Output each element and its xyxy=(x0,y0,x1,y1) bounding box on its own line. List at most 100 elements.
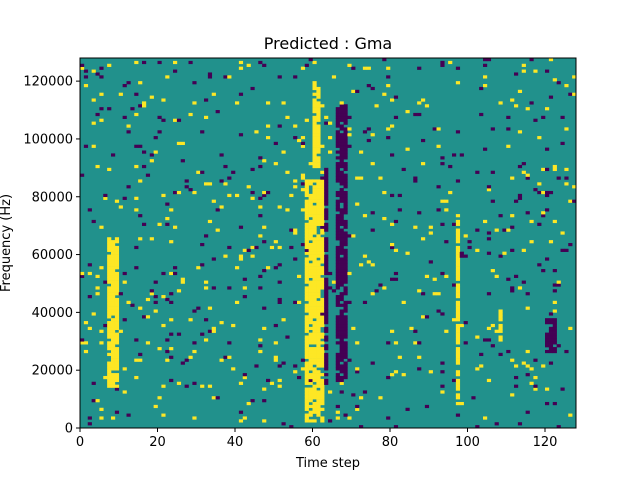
x-tick-label: 20 xyxy=(149,435,166,450)
heatmap-cell xyxy=(517,89,523,93)
heatmap-cell xyxy=(227,193,232,198)
heatmap-cell xyxy=(111,289,116,293)
heatmap-cell xyxy=(339,274,344,278)
heatmap-cell xyxy=(312,321,317,325)
heatmap-cell xyxy=(572,185,577,189)
heatmap-cell xyxy=(339,240,344,244)
heatmap-cell xyxy=(277,75,282,79)
heatmap-cell xyxy=(343,150,348,154)
heatmap-cell xyxy=(273,358,278,362)
heatmap-cell xyxy=(440,162,445,166)
heatmap-cell xyxy=(359,263,364,267)
heatmap-cell xyxy=(455,179,461,183)
heatmap-cell xyxy=(537,222,542,226)
heatmap-cell xyxy=(335,162,340,166)
heatmap-cell xyxy=(312,378,317,383)
heatmap-cell xyxy=(312,361,317,365)
heatmap-cell xyxy=(107,312,112,316)
heatmap-cell xyxy=(335,228,340,232)
heatmap-cell xyxy=(541,211,546,215)
heatmap-cell xyxy=(180,159,185,163)
heatmap-cell xyxy=(343,173,348,177)
heatmap-cell xyxy=(455,240,461,244)
y-tick-label: 100000 xyxy=(23,132,73,147)
heatmap-cell xyxy=(339,280,344,284)
heatmap-cell xyxy=(304,266,309,270)
heatmap-cell xyxy=(324,176,329,180)
heatmap-cell xyxy=(304,401,309,406)
heatmap-cell xyxy=(440,199,445,203)
heatmap-cell xyxy=(223,254,228,258)
heatmap-cell xyxy=(320,182,325,186)
heatmap-cell xyxy=(545,332,550,336)
heatmap-cell xyxy=(111,269,116,273)
heatmap-cell xyxy=(320,349,325,354)
heatmap-cell xyxy=(316,124,321,128)
heatmap-cell xyxy=(343,240,348,244)
heatmap-cell xyxy=(114,266,120,270)
heatmap-cell xyxy=(153,295,158,299)
heatmap-cell xyxy=(304,338,309,342)
heatmap-cell xyxy=(556,280,561,284)
heatmap-cell xyxy=(293,75,298,79)
heatmap-cell xyxy=(308,332,313,336)
heatmap-cell xyxy=(331,75,337,79)
heatmap-cell xyxy=(91,399,96,403)
heatmap-cell xyxy=(572,92,577,96)
heatmap-cell xyxy=(525,373,530,377)
heatmap-cell xyxy=(568,92,573,96)
heatmap-cell xyxy=(83,69,89,73)
heatmap-cell xyxy=(304,280,309,284)
heatmap-cell xyxy=(548,338,554,342)
heatmap-cell xyxy=(312,335,317,339)
heatmap-cell xyxy=(80,338,85,342)
heatmap-cell xyxy=(316,309,321,313)
heatmap-cell xyxy=(556,425,561,429)
heatmap-cell xyxy=(107,274,112,278)
heatmap-cell xyxy=(552,167,557,172)
heatmap-cell xyxy=(486,237,492,241)
heatmap-cell xyxy=(95,164,100,169)
heatmap-cell xyxy=(339,335,344,339)
heatmap-cell xyxy=(320,283,325,287)
heatmap-cell xyxy=(312,193,317,198)
heatmap-cell xyxy=(316,237,321,241)
heatmap-cell xyxy=(545,344,550,348)
heatmap-cell xyxy=(568,413,573,417)
heatmap-cell xyxy=(455,361,461,365)
heatmap-cell xyxy=(506,115,511,119)
heatmap-cell xyxy=(308,312,313,316)
heatmap-cell xyxy=(211,199,216,203)
heatmap-cell xyxy=(204,318,209,322)
heatmap-cell xyxy=(107,248,112,252)
heatmap-cell xyxy=(455,263,461,267)
heatmap-cell xyxy=(316,266,321,270)
heatmap-cell xyxy=(99,225,104,229)
heatmap-cell xyxy=(339,323,344,328)
heatmap-cell xyxy=(308,355,313,359)
heatmap-cell xyxy=(339,315,344,319)
heatmap-cell xyxy=(316,144,321,148)
heatmap-cell xyxy=(312,254,317,258)
heatmap-cell xyxy=(343,367,348,371)
heatmap-cell xyxy=(339,243,344,247)
heatmap-cell xyxy=(347,144,352,148)
heatmap-cell xyxy=(324,300,329,304)
heatmap-cell xyxy=(444,329,449,333)
heatmap-cell xyxy=(316,321,321,325)
heatmap-cell xyxy=(335,156,340,160)
heatmap-cell xyxy=(471,396,476,400)
heatmap-cell xyxy=(165,216,170,221)
heatmap-cell xyxy=(91,381,96,385)
heatmap-cell xyxy=(339,248,344,252)
heatmap-cell xyxy=(506,144,511,148)
heatmap-cell xyxy=(285,335,290,339)
heatmap-cell xyxy=(107,341,112,345)
heatmap-cell xyxy=(134,60,139,65)
heatmap-cell xyxy=(87,271,92,276)
heatmap-cell xyxy=(308,335,313,339)
heatmap-cell xyxy=(339,159,344,163)
heatmap-cell xyxy=(347,300,352,304)
heatmap-cell xyxy=(514,375,519,380)
heatmap-cell xyxy=(238,381,244,385)
